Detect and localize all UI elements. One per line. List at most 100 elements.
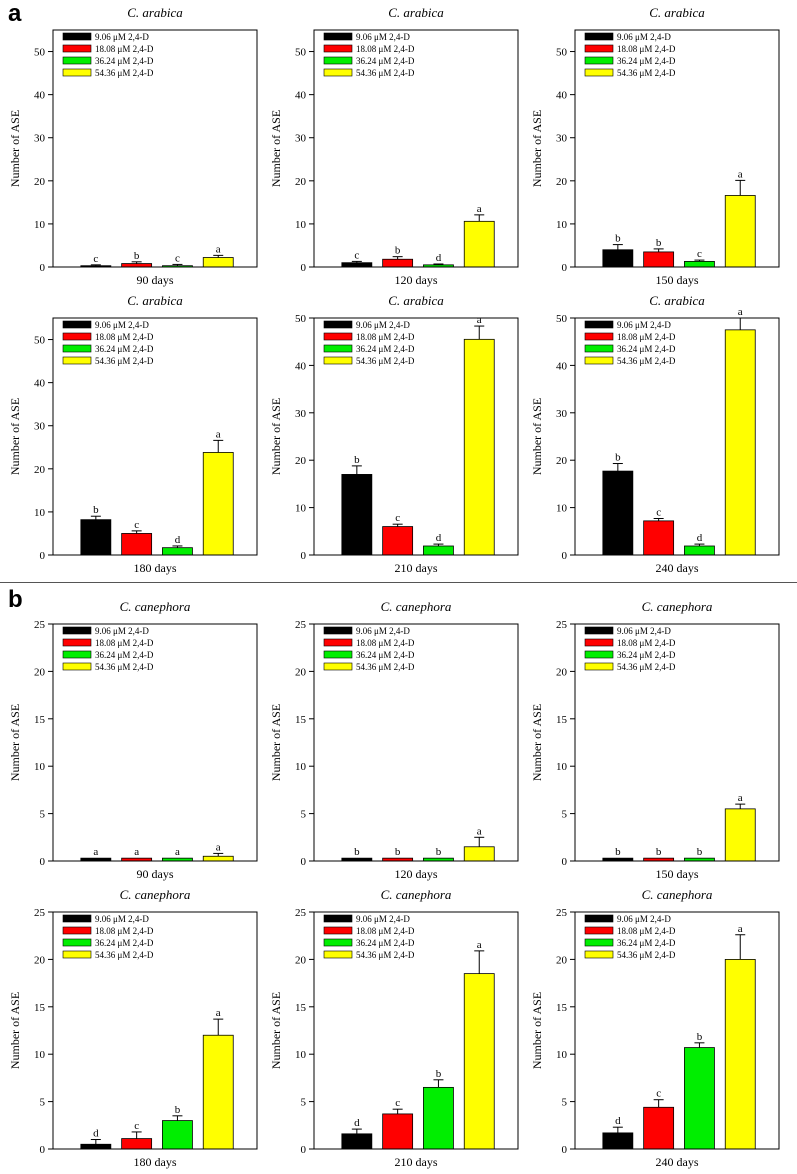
chart-6-ylabel: Number of ASE [530, 398, 544, 475]
chart-1-letter-1: c [93, 253, 98, 265]
chart-4-ylabel: Number of ASE [8, 398, 22, 475]
chart-8-legend-label-4: 54.36 μM 2,4-D [356, 662, 415, 672]
chart-5-bar-1 [341, 474, 373, 556]
chart-4-letter-2: c [134, 519, 139, 531]
chart-2-xlabel: 120 days [395, 273, 438, 287]
chart-1-bar-4 [202, 257, 234, 268]
chart-8-legend-swatch-2 [323, 638, 353, 647]
chart-10-legend-swatch-3 [62, 938, 92, 947]
chart-11-xlabel: 210 days [395, 1155, 438, 1169]
chart-5-ytick-label-20: 20 [295, 455, 307, 467]
panel-b-label: b [8, 586, 23, 613]
chart-8-ylabel: Number of ASE [269, 704, 283, 781]
chart-1-xlabel: 90 days [137, 273, 174, 287]
chart-8-ytick-label-5: 5 [301, 809, 307, 821]
chart-2-ytick-label-20: 20 [295, 176, 307, 188]
chart-9-xlabel: 150 days [656, 867, 699, 881]
chart-1-ytick-label-10: 10 [34, 219, 46, 231]
chart-2-ylabel: Number of ASE [269, 110, 283, 187]
chart-11-legend-label-2: 18.08 μM 2,4-D [356, 926, 415, 936]
chart-6-legend-swatch-2 [584, 332, 614, 341]
chart-4-letter-1: b [93, 504, 99, 516]
chart-8-legend-label-2: 18.08 μM 2,4-D [356, 638, 415, 648]
chart-5-ytick-label-50: 50 [295, 313, 307, 325]
chart-11-legend-swatch-2 [323, 926, 353, 935]
chart-11-letter-3: b [436, 1068, 442, 1080]
chart-5-legend-swatch-1 [323, 320, 353, 329]
chart-1-ylabel: Number of ASE [8, 110, 22, 187]
chart-2-legend-swatch-4 [323, 68, 353, 77]
chart-5-ylabel: Number of ASE [269, 398, 283, 475]
chart-9-frame [574, 623, 780, 862]
chart-12-legend-label-4: 54.36 μM 2,4-D [617, 950, 676, 960]
chart-10-bar-3 [162, 1120, 193, 1150]
chart-10-ytick-label-5: 5 [40, 1097, 46, 1109]
chart-1-ytick-label-20: 20 [34, 176, 46, 188]
chart-7-ytick-label-15: 15 [34, 714, 46, 726]
chart-6-xlabel: 240 days [656, 561, 699, 575]
chart-3-letter-1: b [615, 233, 621, 245]
chart-2-legend-label-2: 18.08 μM 2,4-D [356, 44, 415, 54]
chart-6-letter-3: d [697, 532, 703, 544]
chart-9-ytick-label-10: 10 [556, 761, 568, 773]
chart-10-ytick-label-20: 20 [34, 954, 46, 966]
chart-10-letter-3: b [175, 1104, 181, 1116]
chart-6-ytick-label-10: 10 [556, 503, 568, 515]
chart-3-ytick-label-0: 0 [562, 262, 568, 274]
chart-12-legend-label-2: 18.08 μM 2,4-D [617, 926, 676, 936]
chart-4-xlabel: 180 days [134, 561, 177, 575]
chart-5-ytick-label-10: 10 [295, 503, 307, 515]
chart-7-ytick-label-25: 25 [34, 619, 46, 631]
chart-2-ytick-label-50: 50 [295, 47, 307, 59]
chart-12-bar-3 [684, 1047, 715, 1150]
chart-3-ytick-label-30: 30 [556, 133, 568, 145]
chart-10-legend-label-3: 36.24 μM 2,4-D [95, 938, 154, 948]
chart-9-ytick-label-25: 25 [556, 619, 568, 631]
chart-1-legend-swatch-1 [62, 32, 92, 41]
chart-5-ytick-label-40: 40 [295, 360, 307, 372]
chart-10-title: C. canephora [120, 887, 191, 902]
chart-5-legend-label-4: 54.36 μM 2,4-D [356, 356, 415, 366]
chart-6-ytick-label-20: 20 [556, 455, 568, 467]
chart-9-ytick-label-0: 0 [562, 856, 568, 868]
chart-11-bar-1 [341, 1133, 373, 1150]
chart-12-legend-swatch-3 [584, 938, 614, 947]
chart-8-title: C. canephora [381, 599, 452, 614]
chart-10-bar-2 [121, 1138, 153, 1150]
chart-9-ytick-label-20: 20 [556, 666, 568, 678]
chart-10-ytick-label-15: 15 [34, 1002, 46, 1014]
chart-8-letter-2: b [395, 846, 401, 858]
chart-6-title: C. arabica [649, 293, 705, 308]
chart-1-legend-label-4: 54.36 μM 2,4-D [95, 68, 154, 78]
chart-4-legend-swatch-1 [62, 320, 92, 329]
chart-11-ytick-label-20: 20 [295, 954, 307, 966]
chart-9-ytick-label-15: 15 [556, 714, 568, 726]
chart-8-legend-swatch-4 [323, 662, 353, 671]
chart-1-letter-2: b [134, 250, 140, 262]
chart-11-legend-label-1: 9.06 μM 2,4-D [356, 914, 410, 924]
chart-1-legend-label-2: 18.08 μM 2,4-D [95, 44, 154, 54]
chart-7-ytick-label-20: 20 [34, 666, 46, 678]
chart-6-letter-4: a [738, 306, 743, 318]
chart-8-legend-swatch-1 [323, 626, 353, 635]
chart-4-letter-4: a [216, 428, 221, 440]
chart-8-ytick-label-0: 0 [301, 856, 307, 868]
chart-1-legend-swatch-4 [62, 68, 92, 77]
chart-7-legend-label-1: 9.06 μM 2,4-D [95, 626, 149, 636]
chart-3-legend-swatch-4 [584, 68, 614, 77]
chart-2-bar-4 [463, 220, 495, 268]
chart-7-bar-4 [202, 855, 234, 862]
chart-9-legend-label-2: 18.08 μM 2,4-D [617, 638, 676, 648]
chart-2-ytick-label-0: 0 [301, 262, 307, 274]
chart-8-ytick-label-15: 15 [295, 714, 307, 726]
chart-11-bar-3 [423, 1086, 454, 1150]
chart-6-ytick-label-0: 0 [562, 550, 568, 562]
chart-12-ytick-label-20: 20 [556, 954, 568, 966]
chart-7-letter-3: a [175, 846, 180, 858]
chart-5-letter-3: d [436, 532, 442, 544]
chart-7-ylabel: Number of ASE [8, 704, 22, 781]
chart-6-legend-swatch-4 [584, 356, 614, 365]
chart-11-legend-label-3: 36.24 μM 2,4-D [356, 938, 415, 948]
chart-3-ytick-label-40: 40 [556, 90, 568, 102]
